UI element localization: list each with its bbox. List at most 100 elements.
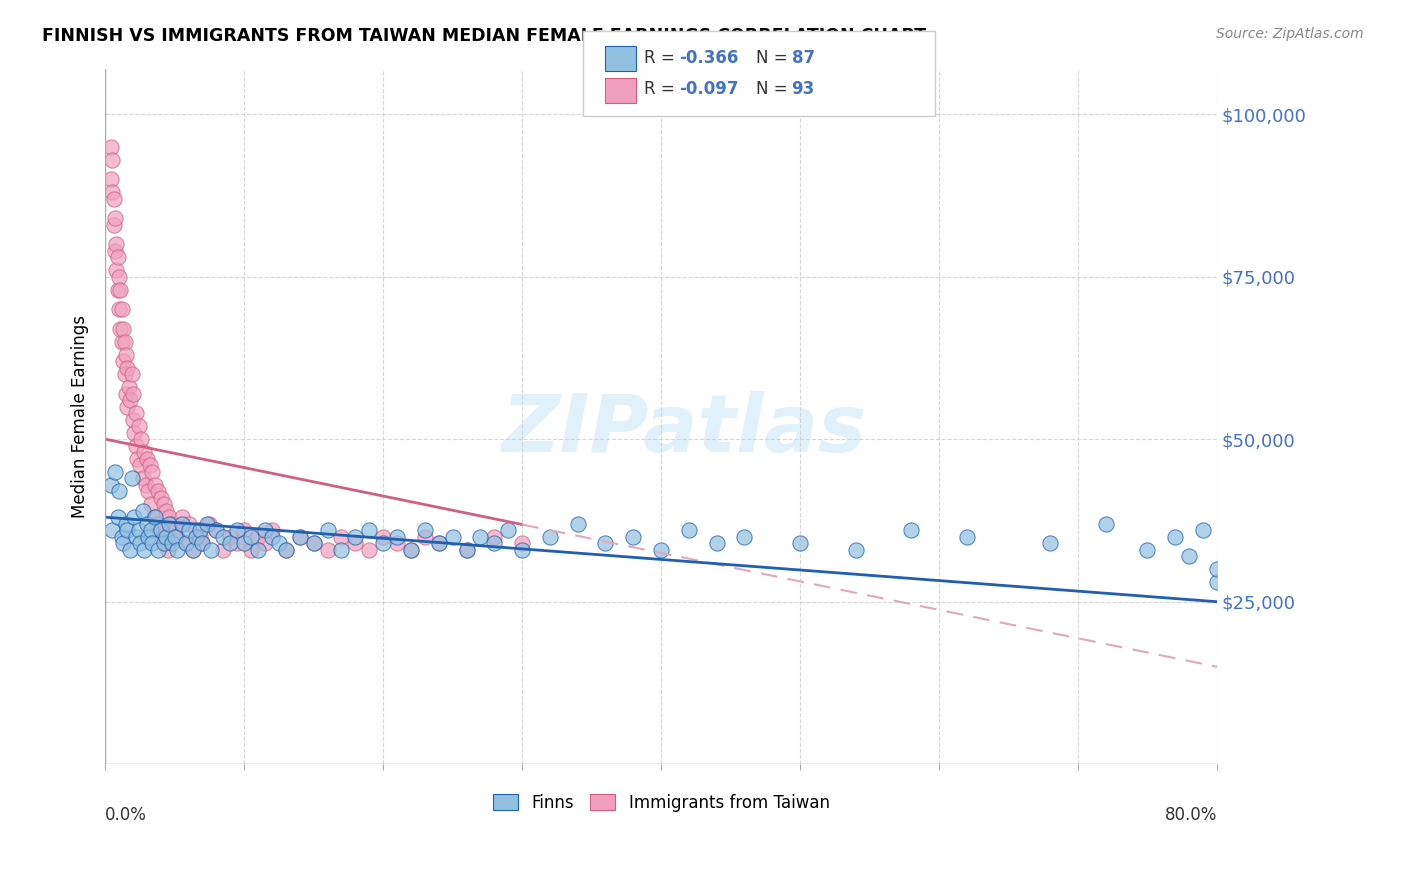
- Point: [316, 542, 339, 557]
- Point: [1206, 575, 1229, 590]
- Point: [233, 536, 256, 550]
- Point: [330, 542, 353, 557]
- Point: [198, 516, 221, 531]
- Point: [115, 348, 138, 362]
- Point: [212, 530, 235, 544]
- Point: [134, 477, 156, 491]
- Point: [181, 542, 204, 557]
- Point: [115, 516, 138, 531]
- Point: [103, 192, 125, 206]
- Point: [373, 530, 395, 544]
- Point: [427, 536, 450, 550]
- Point: [155, 530, 177, 544]
- Point: [129, 536, 152, 550]
- Point: [413, 530, 436, 544]
- Point: [188, 530, 211, 544]
- Point: [191, 536, 214, 550]
- Point: [177, 516, 200, 531]
- Point: [108, 302, 131, 317]
- Point: [538, 530, 561, 544]
- Text: 0.0%: 0.0%: [105, 806, 148, 824]
- Point: [131, 432, 153, 446]
- Point: [101, 185, 124, 199]
- Point: [141, 465, 163, 479]
- Point: [105, 263, 128, 277]
- Point: [127, 451, 149, 466]
- Point: [117, 400, 139, 414]
- Point: [107, 510, 129, 524]
- Point: [595, 536, 617, 550]
- Point: [148, 523, 170, 537]
- Point: [115, 386, 138, 401]
- Point: [174, 536, 197, 550]
- Point: [427, 536, 450, 550]
- Point: [152, 536, 174, 550]
- Point: [114, 334, 136, 349]
- Point: [219, 530, 242, 544]
- Point: [100, 477, 122, 491]
- Point: [135, 516, 157, 531]
- Point: [484, 530, 506, 544]
- Point: [330, 530, 353, 544]
- Point: [125, 439, 148, 453]
- Point: [139, 497, 162, 511]
- Point: [125, 406, 148, 420]
- Point: [1206, 562, 1229, 576]
- Point: [706, 536, 728, 550]
- Point: [105, 237, 128, 252]
- Point: [111, 530, 134, 544]
- Point: [120, 542, 142, 557]
- Point: [101, 153, 124, 167]
- Point: [142, 510, 165, 524]
- Point: [117, 360, 139, 375]
- Point: [110, 283, 132, 297]
- Point: [166, 542, 188, 557]
- Point: [316, 523, 339, 537]
- Point: [100, 172, 122, 186]
- Point: [240, 530, 263, 544]
- Point: [344, 536, 367, 550]
- Text: 93: 93: [792, 80, 815, 98]
- Point: [260, 530, 283, 544]
- Point: [141, 536, 163, 550]
- Point: [900, 523, 922, 537]
- Point: [253, 523, 276, 537]
- Point: [789, 536, 811, 550]
- Point: [138, 458, 160, 472]
- Point: [111, 302, 134, 317]
- Point: [344, 530, 367, 544]
- Point: [956, 530, 979, 544]
- Text: Source: ZipAtlas.com: Source: ZipAtlas.com: [1216, 27, 1364, 41]
- Point: [212, 542, 235, 557]
- Point: [160, 516, 183, 531]
- Point: [100, 139, 122, 153]
- Text: 87: 87: [792, 49, 814, 67]
- Point: [195, 516, 218, 531]
- Point: [399, 542, 422, 557]
- Point: [112, 536, 135, 550]
- Point: [122, 412, 145, 426]
- Point: [184, 530, 207, 544]
- Text: N =: N =: [756, 80, 793, 98]
- Point: [128, 419, 150, 434]
- Point: [247, 542, 270, 557]
- Point: [112, 321, 135, 335]
- Point: [188, 523, 211, 537]
- Point: [163, 523, 186, 537]
- Point: [385, 536, 408, 550]
- Point: [121, 367, 143, 381]
- Point: [107, 250, 129, 264]
- Text: FINNISH VS IMMIGRANTS FROM TAIWAN MEDIAN FEMALE EARNINGS CORRELATION CHART: FINNISH VS IMMIGRANTS FROM TAIWAN MEDIAN…: [42, 27, 927, 45]
- Point: [112, 354, 135, 368]
- Text: R =: R =: [644, 80, 681, 98]
- Point: [1178, 549, 1201, 564]
- Point: [170, 510, 193, 524]
- Point: [170, 516, 193, 531]
- Point: [120, 393, 142, 408]
- Point: [129, 458, 152, 472]
- Point: [302, 536, 325, 550]
- Point: [149, 491, 172, 505]
- Point: [205, 523, 228, 537]
- Point: [510, 536, 533, 550]
- Point: [146, 484, 169, 499]
